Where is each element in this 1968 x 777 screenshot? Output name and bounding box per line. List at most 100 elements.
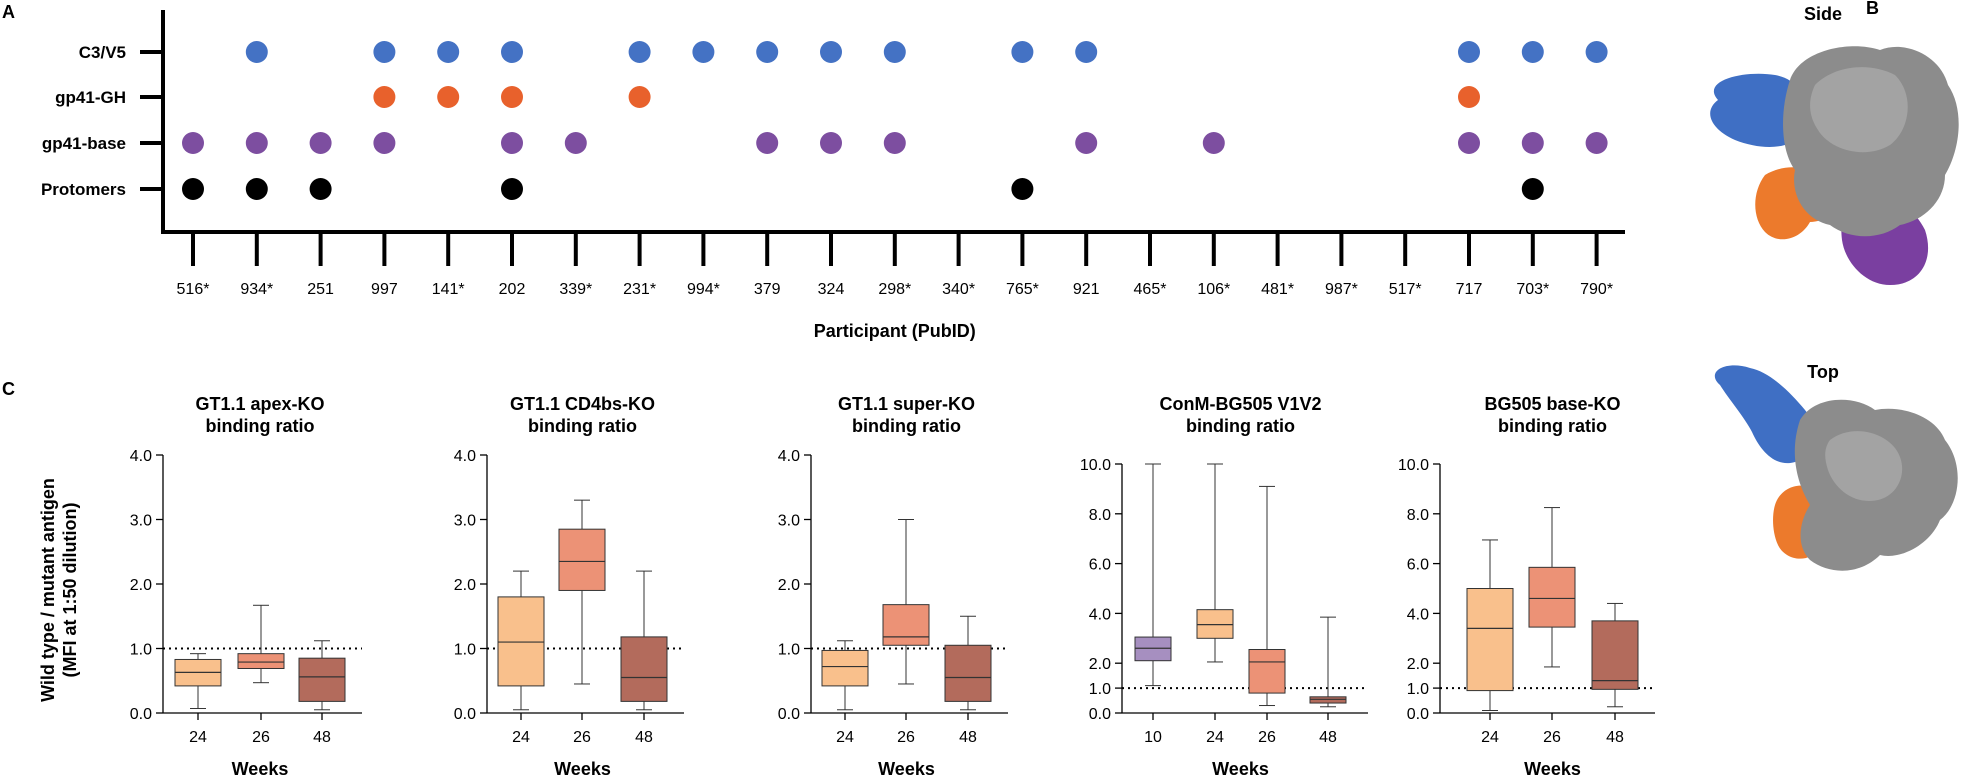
x-tick-label: 202: [499, 281, 526, 298]
dot: [628, 41, 651, 63]
x-tick-label: 703*: [1516, 281, 1549, 298]
dot: [373, 86, 396, 108]
box-plot-title-line1: GT1.1 CD4bs-KO: [510, 394, 655, 414]
dot: [1521, 132, 1544, 154]
box-x-tick-label: 24: [1206, 729, 1224, 746]
x-tick-label: 921: [1073, 281, 1100, 298]
box-y-tick-label: 10.0: [1398, 457, 1429, 474]
dot: [1011, 178, 1034, 200]
box-x-axis-title: Weeks: [554, 759, 611, 777]
dot: [1458, 132, 1480, 154]
box-y-tick-label: 2.0: [778, 577, 800, 594]
dot: [1521, 178, 1544, 200]
box-y-tick-label: 1.0: [130, 642, 152, 659]
dot: [501, 132, 523, 154]
box-y-tick-label: 0.0: [778, 706, 800, 723]
c3v5-density-top: [1714, 365, 1814, 464]
x-tick-label: 231*: [623, 281, 656, 298]
box-y-tick-label: 1.0: [454, 642, 476, 659]
box: [882, 604, 930, 646]
dot: [245, 178, 268, 200]
box-x-tick-label: 24: [1481, 729, 1499, 746]
x-tick-label: 790*: [1580, 281, 1613, 298]
box-x-tick-label: 26: [252, 729, 270, 746]
dot: [373, 132, 396, 154]
dot: [692, 41, 715, 63]
box-x-tick-label: 24: [512, 729, 530, 746]
panel-label-c: C: [2, 379, 15, 399]
x-tick-label: 717: [1456, 281, 1483, 298]
row-label: gp41-base: [42, 134, 126, 153]
x-tick-label: 379: [754, 281, 781, 298]
x-tick-label: 141*: [432, 281, 465, 298]
box: [1528, 566, 1576, 628]
dot: [883, 41, 906, 63]
x-tick-label: 517*: [1389, 281, 1422, 298]
box-plot-title-line1: GT1.1 apex-KO: [195, 394, 324, 414]
box-plot-title-line2: binding ratio: [852, 416, 961, 436]
trimer-highlight: [1810, 67, 1908, 153]
box-x-tick-label: 26: [897, 729, 915, 746]
dot: [1458, 41, 1480, 63]
box: [620, 636, 668, 702]
box: [237, 653, 285, 669]
x-axis-title: Participant (PubID): [814, 321, 976, 341]
box-plot-title-line1: ConM-BG505 V1V2: [1159, 394, 1321, 414]
box-x-tick-label: 24: [836, 729, 854, 746]
box-y-tick-label: 6.0: [1407, 557, 1429, 574]
x-tick-label: 251: [307, 281, 334, 298]
x-tick-label: 997: [371, 281, 398, 298]
panel-label-a: A: [2, 2, 15, 22]
box-x-tick-label: 26: [1258, 729, 1276, 746]
dot: [820, 41, 842, 63]
box-y-tick-label: 2.0: [1407, 656, 1429, 673]
box: [944, 644, 992, 702]
x-tick-label: 298*: [878, 281, 911, 298]
dot: [1521, 41, 1544, 63]
box-y-tick-label: 0.0: [1089, 706, 1111, 723]
x-tick-label: 339*: [559, 281, 592, 298]
x-tick-label: 324: [818, 281, 845, 298]
structure-side-view: Side: [1710, 4, 1959, 285]
box-y-tick-label: 1.0: [1407, 681, 1429, 698]
box-plot-title-line1: GT1.1 super-KO: [838, 394, 975, 414]
row-label: C3/V5: [79, 43, 126, 62]
x-tick-label: 994*: [687, 281, 720, 298]
box-x-tick-label: 48: [959, 729, 977, 746]
dot: [501, 178, 523, 200]
box-y-tick-label: 1.0: [778, 642, 800, 659]
c3v5-density: [1710, 73, 1805, 147]
box-y-tick-label: 3.0: [778, 513, 800, 530]
dot: [1075, 41, 1098, 63]
box-x-axis-title: Weeks: [878, 759, 935, 777]
dot: [883, 132, 906, 154]
dot: [628, 86, 651, 108]
box-y-tick-label: 4.0: [778, 448, 800, 465]
box: [298, 657, 346, 702]
x-tick-label: 516*: [177, 281, 210, 298]
box-x-axis-title: Weeks: [232, 759, 289, 777]
box-y-tick-label: 3.0: [130, 513, 152, 530]
dot: [756, 132, 779, 154]
dot: [1585, 132, 1608, 154]
box: [821, 649, 869, 687]
dot: [820, 132, 842, 154]
dot: [501, 41, 523, 63]
dot: [437, 86, 460, 108]
box-y-tick-label: 0.0: [454, 706, 476, 723]
dot: [245, 132, 268, 154]
box-x-tick-label: 26: [573, 729, 591, 746]
box-plot-panels: GT1.1 apex-KO binding ratio 0.0 1.0 2.0 3.0 4.…: [130, 394, 1655, 777]
dot: [182, 178, 204, 200]
x-tick-label: 765*: [1006, 281, 1039, 298]
dot: [437, 41, 460, 63]
box-y-tick-label: 2.0: [454, 577, 476, 594]
box-plot-title-line1: BG505 base-KO: [1484, 394, 1620, 414]
box-y-tick-label: 2.0: [1089, 656, 1111, 673]
dot: [1075, 132, 1098, 154]
box-x-axis-title: Weeks: [1524, 759, 1581, 777]
box-y-tick-label: 6.0: [1089, 557, 1111, 574]
x-tick-label: 934*: [240, 281, 273, 298]
box-x-axis-title: Weeks: [1212, 759, 1269, 777]
